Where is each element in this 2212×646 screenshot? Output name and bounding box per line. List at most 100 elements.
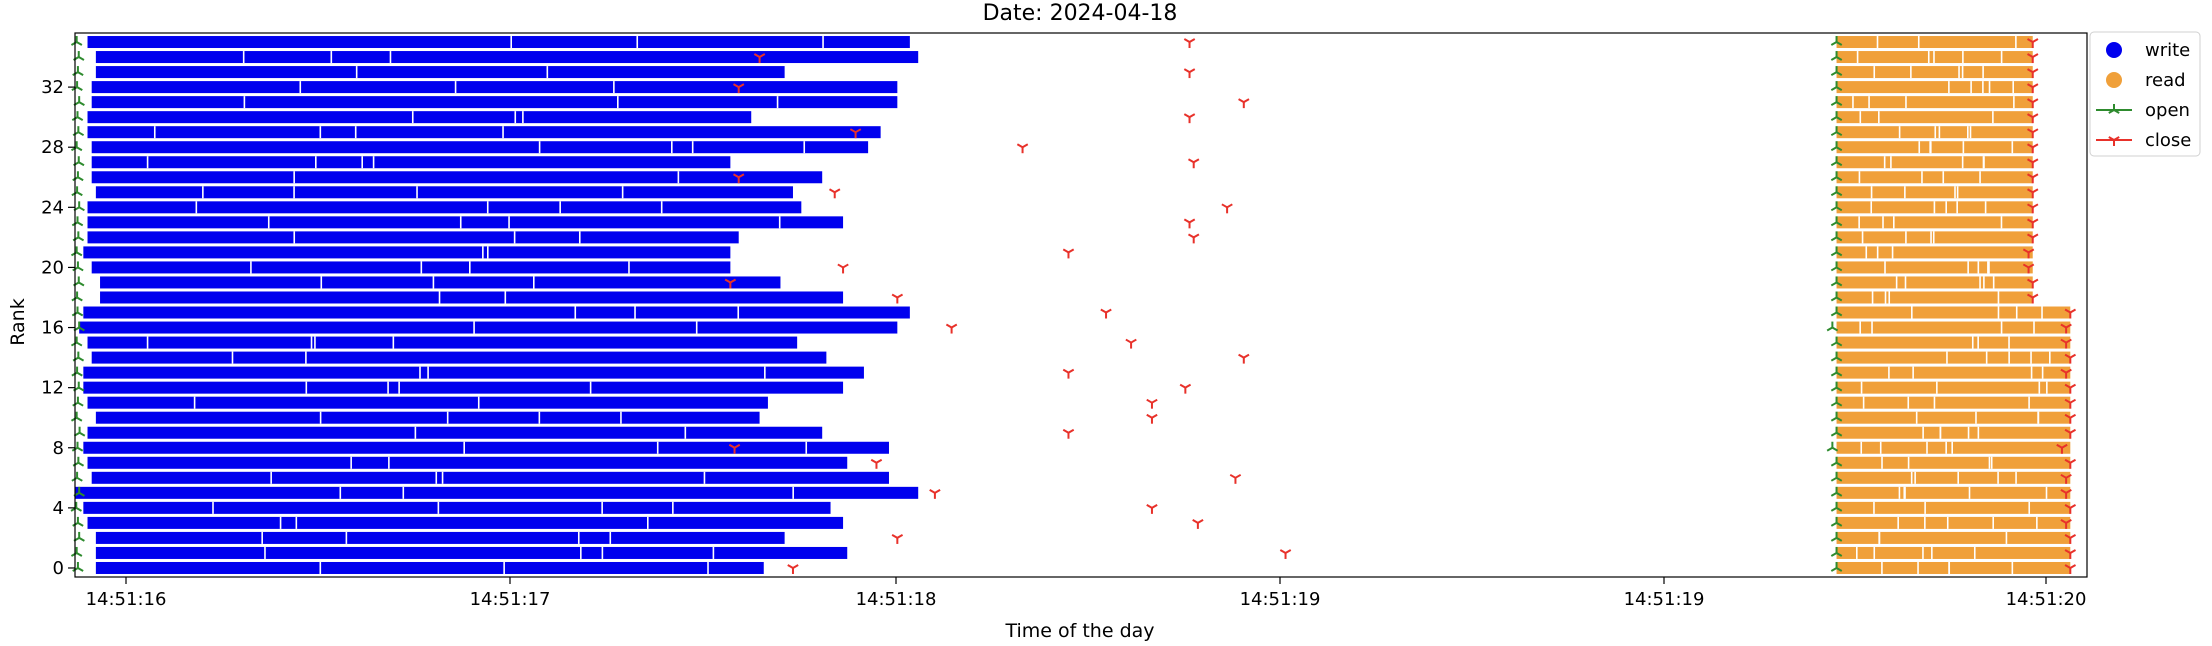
open-marker [71, 441, 84, 452]
write-bar [75, 486, 919, 499]
y-tick-label: 32 [41, 77, 64, 98]
close-marker [849, 128, 862, 139]
legend-marker-close [2108, 136, 2120, 146]
open-marker [1830, 126, 1843, 137]
read-bar [1836, 546, 2071, 559]
read-bar [1836, 351, 2071, 364]
write-bar [83, 366, 864, 379]
open-marker [1830, 561, 1843, 572]
close-marker [1062, 368, 1075, 379]
x-tick-label: 14:51:16 [86, 589, 167, 610]
open-marker [1830, 426, 1843, 437]
write-bar [91, 471, 889, 484]
open-marker [72, 456, 85, 467]
legend-label-read: read [2145, 70, 2186, 91]
close-marker [732, 173, 745, 184]
close-marker [2064, 383, 2077, 394]
open-marker [1830, 456, 1843, 467]
close-marker [1183, 38, 1196, 49]
axes: 14:51:16 14:51:17 14:51:18 14:51:19 14:51:19… [41, 32, 2088, 610]
open-marker [1826, 321, 1839, 332]
close-marker [1146, 413, 1158, 424]
write-bar [79, 321, 898, 334]
write-bar [95, 561, 764, 574]
close-marker [2027, 173, 2039, 184]
close-marker [837, 263, 849, 274]
close-marker [2064, 428, 2077, 439]
close-marker [2027, 203, 2039, 214]
close-marker [2060, 473, 2072, 484]
write-bar [87, 111, 752, 124]
open-marker [1830, 246, 1843, 257]
close-marker [870, 458, 883, 469]
read-bar [1836, 501, 2071, 514]
close-marker [2027, 68, 2039, 79]
close-marker [1062, 428, 1075, 439]
read-bar [1836, 81, 2033, 94]
open-marker [72, 126, 85, 137]
open-marker [70, 336, 83, 347]
read-bar [1836, 411, 2071, 424]
close-marker [728, 443, 741, 454]
close-marker [2064, 564, 2077, 574]
read-bar [1836, 516, 2071, 529]
close-marker [1062, 248, 1075, 259]
read-bar [1836, 246, 2033, 259]
read-bar [1836, 291, 2033, 304]
close-marker [1146, 398, 1158, 409]
y-tick-label: 20 [41, 257, 64, 278]
open-marker [1830, 471, 1843, 482]
close-marker [2027, 143, 2039, 154]
open-marker [1830, 276, 1843, 287]
open-marker [1830, 501, 1843, 512]
read-bar [1836, 141, 2033, 154]
write-bar [83, 246, 731, 259]
close-marker [1183, 218, 1196, 229]
open-marker [72, 66, 84, 76]
read-bar [1836, 171, 2033, 184]
open-marker [1830, 516, 1843, 527]
open-marker [71, 111, 84, 122]
x-tick-label: 14:51:17 [470, 589, 551, 610]
write-bar [91, 261, 731, 274]
close-marker [1179, 383, 1192, 394]
open-marker [1830, 336, 1843, 347]
close-marker [2027, 218, 2039, 229]
read-bar [1836, 96, 2033, 109]
close-marker [2027, 233, 2039, 244]
write-bar [91, 156, 731, 169]
x-tick-label: 14:51:19 [1624, 589, 1705, 610]
close-marker [1187, 158, 1200, 169]
close-marker [724, 278, 737, 289]
legend-label-open: open [2145, 100, 2190, 121]
write-bar [83, 306, 910, 319]
close-marker [2060, 488, 2072, 499]
x-tick-label: 14:51:20 [2006, 589, 2087, 610]
open-marker [1830, 216, 1843, 227]
close-marker [2056, 443, 2068, 454]
open-marker [1830, 351, 1843, 362]
read-bar [1836, 426, 2071, 439]
legend-label-write: write [2145, 40, 2190, 61]
open-marker [1830, 531, 1843, 542]
write-bar [95, 51, 919, 64]
plot-frame [74, 32, 2088, 578]
open-marker [1830, 111, 1843, 122]
close-marker [2064, 549, 2077, 559]
open-marker [72, 171, 84, 182]
legend: write read open close [2089, 31, 2201, 157]
write-bar [91, 351, 827, 364]
close-marker [1192, 519, 1204, 529]
open-marker [72, 516, 84, 527]
write-bar [83, 501, 831, 514]
read-bar [1836, 336, 2071, 349]
open-marker [72, 396, 84, 407]
y-tick-label: 24 [41, 197, 64, 218]
read-bar [1836, 36, 2033, 49]
close-marker [2060, 368, 2072, 379]
y-axis-title: Rank [7, 298, 29, 345]
open-marker [1830, 291, 1843, 302]
write-bar [87, 456, 848, 469]
read-bar [1836, 216, 2033, 229]
